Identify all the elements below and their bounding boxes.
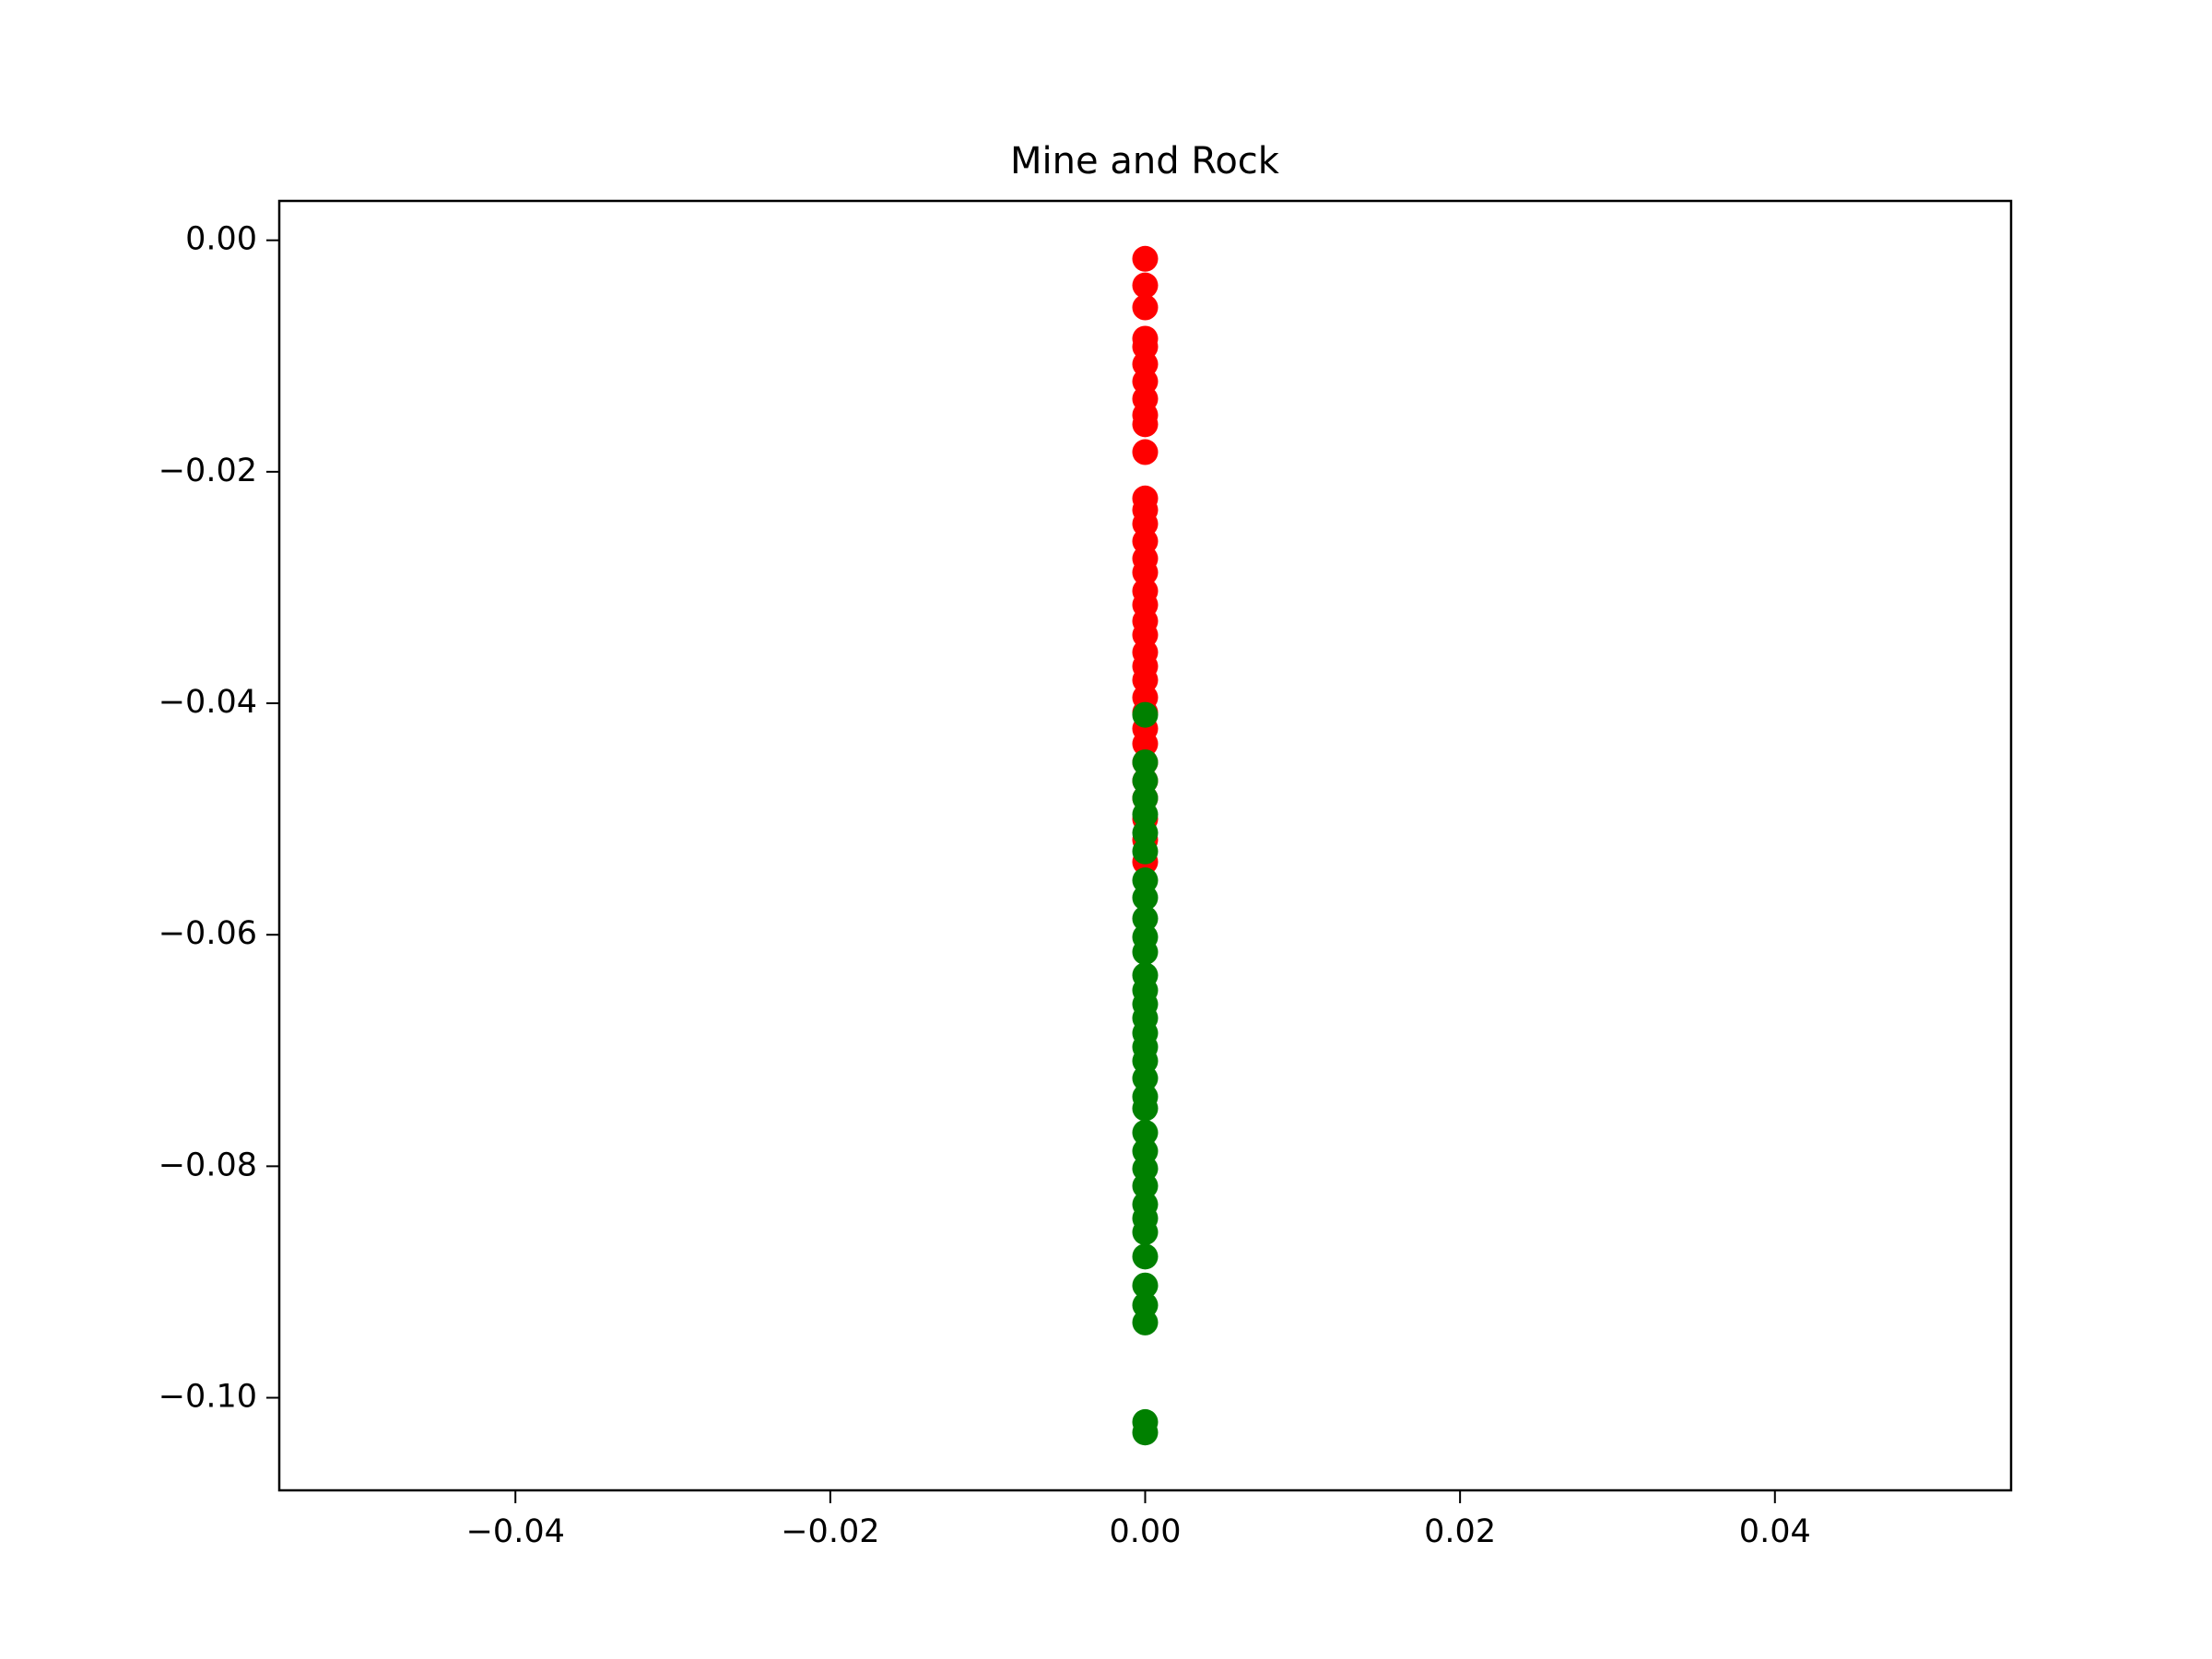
scatter-point — [1132, 838, 1159, 865]
chart-title: Mine and Rock — [1010, 140, 1280, 182]
scatter-point — [1132, 294, 1159, 321]
scatter-point — [1132, 1119, 1159, 1146]
scatter-point — [1132, 905, 1159, 932]
scatter-point — [1132, 1243, 1159, 1270]
x-tick-label: 0.04 — [1739, 1513, 1811, 1550]
scatter-point — [1132, 1172, 1159, 1199]
scatter-point — [1132, 245, 1159, 272]
x-tick-label: −0.02 — [781, 1513, 879, 1550]
scatter-point — [1132, 1309, 1159, 1335]
y-tick-label: −0.10 — [159, 1379, 257, 1416]
y-tick-label: 0.00 — [185, 221, 257, 258]
scatter-point — [1132, 1065, 1159, 1091]
scatter-point — [1132, 411, 1159, 438]
scatter-point — [1132, 439, 1159, 465]
scatter-point — [1132, 749, 1159, 776]
scatter-point — [1132, 272, 1159, 299]
x-tick-label: −0.04 — [466, 1513, 565, 1550]
scatter-point — [1132, 801, 1159, 828]
scatter-point — [1132, 819, 1159, 846]
scatter-point — [1132, 885, 1159, 912]
x-tick-label: 0.02 — [1424, 1513, 1496, 1550]
scatter-point — [1132, 559, 1159, 586]
scatter-point — [1132, 1095, 1159, 1122]
scatter-point — [1132, 939, 1159, 966]
scatter-point — [1132, 701, 1159, 728]
y-tick-label: −0.02 — [159, 453, 257, 489]
scatter-point — [1132, 1419, 1159, 1446]
scatter-point — [1132, 1218, 1159, 1245]
scatter-point — [1132, 730, 1159, 757]
x-tick-label: 0.00 — [1110, 1513, 1182, 1550]
y-tick-label: −0.06 — [159, 915, 257, 952]
y-tick-label: −0.04 — [159, 684, 257, 721]
scatter-point — [1132, 1272, 1159, 1299]
y-tick-label: −0.08 — [159, 1147, 257, 1183]
